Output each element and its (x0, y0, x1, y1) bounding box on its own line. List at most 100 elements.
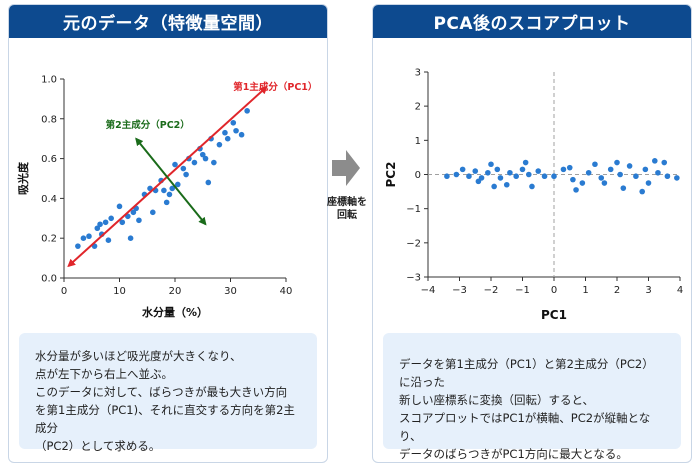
data-point (585, 169, 592, 176)
y-tick-label: −3 (406, 273, 421, 284)
note-line: 点が左下から右上へ並ぶ。 (35, 367, 173, 381)
x-tick-label: 40 (280, 286, 293, 297)
data-point (478, 175, 485, 181)
y-tick-label: 0.8 (41, 114, 57, 125)
data-point (216, 141, 223, 148)
x-tick-label: 0 (551, 285, 557, 296)
data-point (459, 166, 466, 173)
explanation-note: 水分量が多いほど吸光度が大きくなり、 点が左下から右上へ並ぶ。 このデータに対し… (19, 333, 317, 453)
x-tick-label: 30 (224, 286, 237, 297)
x-tick-label: 20 (169, 286, 182, 297)
data-point (592, 161, 598, 168)
data-point (652, 158, 658, 164)
data-point (541, 173, 548, 180)
y-axis-label: 吸光度 (16, 161, 30, 195)
data-point (560, 166, 567, 173)
data-point (453, 171, 460, 178)
data-point (466, 173, 472, 180)
note-line: を第1主成分（PC1)、それに直交する方向を第2主成分 (35, 403, 295, 435)
x-tick-label: −1 (515, 285, 530, 296)
data-point (75, 243, 81, 249)
y-tick-label: 0 (415, 170, 421, 181)
data-point (639, 188, 645, 195)
data-point (570, 176, 576, 183)
data-point (163, 199, 170, 206)
data-point (444, 173, 450, 180)
data-point (150, 209, 156, 216)
data-point (664, 173, 671, 180)
data-point (238, 131, 245, 138)
x-tick-label: −2 (484, 285, 499, 296)
y-tick-label: −1 (406, 204, 421, 215)
data-point (191, 159, 198, 166)
data-point (136, 217, 142, 224)
data-point (116, 203, 123, 210)
data-point (127, 235, 134, 241)
pc2-annotation: 第2主成分（PC2） (106, 119, 190, 131)
data-point (166, 191, 173, 198)
y-tick-label: 1 (415, 136, 421, 147)
data-point (642, 166, 649, 173)
data-point (519, 166, 526, 173)
note-line: 新しい座標系に変換（回転）すると、 (399, 393, 595, 407)
y-tick-label: 0.2 (41, 234, 57, 245)
y-tick-label: 0.4 (41, 194, 57, 205)
data-point (579, 180, 586, 186)
data-point (566, 164, 573, 171)
data-point (607, 166, 614, 173)
note-line: データのばらつきがPC1方向に最大となる。 (399, 447, 628, 461)
y-tick-label: 3 (415, 68, 421, 79)
data-point (617, 171, 623, 178)
data-point (202, 155, 209, 162)
pc2-axis-arrow (135, 137, 207, 226)
x-tick-label: −3 (452, 285, 467, 296)
data-point (573, 187, 579, 193)
data-point (661, 159, 668, 166)
x-tick-label: 1 (582, 285, 588, 296)
rotate-label-line: 座標軸を (327, 197, 367, 208)
data-point (222, 129, 228, 136)
x-tick-label: 0 (61, 286, 67, 297)
x-tick-label: 3 (645, 285, 651, 296)
data-point (488, 161, 494, 168)
data-point (491, 183, 497, 190)
data-point (507, 169, 513, 176)
note-line: スコアプロットではPC1が横軸、PC2が縦軸となり、 (399, 411, 651, 443)
explanation-note: データを第1主成分（PC1）と第2主成分（PC2）に沿った 新しい座標系に変換（… (383, 333, 681, 461)
data-point (102, 219, 109, 226)
panel-title: 元のデータ（特徴量空間） (9, 5, 327, 38)
note-line: このデータに対して、ばらつきが最も大きい方向 (35, 385, 288, 399)
data-point (211, 159, 217, 166)
y-axis-label: PC2 (384, 162, 398, 188)
data-point (485, 169, 491, 176)
x-tick-label: 4 (677, 285, 683, 296)
note-line: データを第1主成分（PC1）と第2主成分（PC2）に沿った (399, 357, 654, 389)
rotate-arrow-icon (332, 150, 360, 186)
note-line: 水分量が多いほど吸光度が大きくなり、 (35, 349, 242, 363)
y-tick-label: 0.0 (41, 274, 57, 285)
data-point (205, 179, 212, 186)
data-point (551, 173, 557, 180)
data-point (233, 127, 239, 134)
data-point (161, 187, 167, 194)
panel-title: PCA後のスコアプロット (373, 5, 691, 38)
data-point (183, 171, 189, 178)
data-point (522, 159, 529, 166)
pc1-annotation: 第1主成分（PC1） (233, 81, 317, 93)
data-point (513, 173, 519, 180)
data-point (614, 159, 620, 166)
data-point (105, 237, 112, 243)
data-point (529, 183, 535, 190)
data-point (526, 171, 532, 178)
x-tick-label: 2 (614, 285, 620, 296)
x-tick-label: 10 (113, 286, 126, 297)
data-point (655, 169, 661, 176)
data-point (172, 161, 178, 168)
data-point (108, 215, 114, 222)
data-point (244, 108, 250, 114)
data-point (633, 173, 639, 180)
data-point (626, 163, 633, 169)
data-point (80, 235, 87, 241)
data-point (601, 180, 608, 186)
